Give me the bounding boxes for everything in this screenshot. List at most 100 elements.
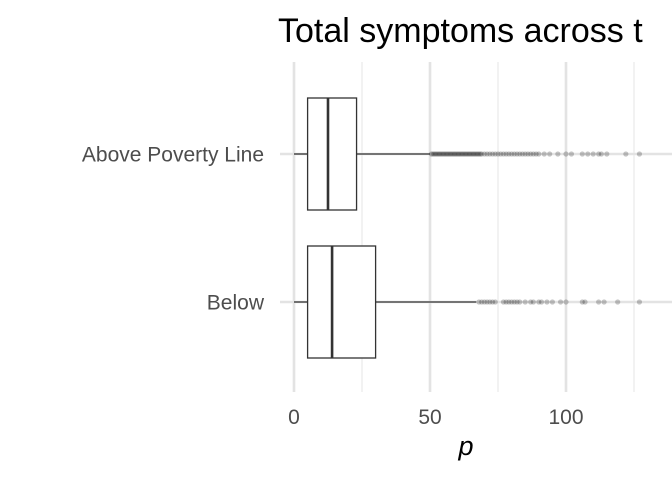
outlier-point	[555, 151, 561, 157]
outlier-point	[598, 151, 604, 157]
boxes	[294, 97, 477, 359]
outlier-point	[458, 151, 464, 157]
outlier-point	[525, 151, 531, 157]
outlier-point	[466, 151, 473, 157]
outlier-point	[484, 151, 490, 157]
x-tick-labels: 0 50 100	[288, 406, 583, 429]
outlier-point	[506, 299, 512, 305]
outlier-point	[428, 151, 434, 157]
outlier-point	[454, 151, 460, 157]
outlier-point	[449, 151, 455, 157]
outlier-point	[487, 151, 493, 157]
outlier-point	[522, 299, 528, 305]
outlier-point	[596, 151, 602, 157]
outlier-point	[579, 299, 585, 305]
outlier-point	[530, 151, 536, 157]
outlier-point	[447, 151, 453, 157]
outlier-point	[439, 151, 445, 157]
outlier-point	[528, 299, 534, 305]
outlier-point	[477, 151, 483, 157]
outlier-point	[450, 151, 456, 157]
outlier-point	[451, 151, 458, 157]
outlier-point	[492, 299, 498, 305]
outlier-point	[457, 151, 463, 157]
outlier-point	[563, 151, 569, 157]
outlier-point	[636, 151, 643, 157]
outlier-point	[445, 151, 451, 157]
outlier-point	[582, 299, 588, 305]
outlier-point	[596, 299, 602, 305]
outlier-point	[476, 151, 482, 157]
x-axis-title: p	[457, 431, 473, 461]
outlier-point	[464, 151, 470, 157]
outlier-point	[544, 299, 550, 305]
outlier-point	[579, 151, 585, 157]
outlier-point	[441, 151, 447, 157]
outlier-point	[514, 299, 520, 305]
outlier-point	[492, 151, 498, 157]
outlier-point	[434, 151, 440, 157]
outlier-point	[465, 151, 471, 157]
outlier-point	[541, 151, 547, 157]
outlier-point	[479, 151, 485, 157]
outlier-point	[489, 299, 496, 305]
outlier-point	[442, 151, 448, 157]
outlier-point	[469, 151, 475, 157]
outlier-point	[568, 151, 575, 157]
outlier-point	[547, 151, 553, 157]
outlier-point	[519, 151, 526, 157]
x-tick-label: 100	[548, 406, 583, 429]
x-tick-label: 50	[418, 406, 441, 429]
outlier-point	[436, 151, 443, 157]
outlier-point	[470, 151, 477, 157]
outlier-point	[636, 299, 643, 305]
outlier-point	[475, 151, 481, 157]
outlier-point	[557, 299, 564, 305]
category-labels: Above Poverty Line Below	[82, 144, 265, 315]
outlier-point	[461, 151, 467, 157]
outlier-point	[443, 151, 449, 157]
outlier-point	[435, 151, 441, 157]
outlier-point	[446, 151, 452, 157]
outlier-point	[601, 299, 607, 305]
outlier-point	[500, 299, 507, 305]
outlier-point	[511, 151, 517, 157]
outlier-point	[517, 151, 523, 157]
outlier-point	[533, 151, 539, 157]
outlier-point	[623, 151, 629, 157]
category-label: Below	[207, 292, 265, 315]
outlier-point	[549, 299, 556, 305]
outlier-point	[538, 299, 545, 305]
outlier-point	[615, 299, 621, 305]
outlier-point	[431, 151, 437, 157]
outlier-point	[481, 299, 487, 305]
outlier-point	[484, 299, 490, 305]
outlier-point	[472, 151, 478, 157]
outlier-point	[455, 151, 462, 157]
outlier-point	[476, 299, 482, 305]
outlier-point	[453, 151, 459, 157]
x-tick-label: 0	[288, 406, 300, 429]
outlier-point	[585, 151, 591, 157]
outlier-point	[517, 299, 523, 305]
outlier-point	[563, 299, 569, 305]
outlier-point	[590, 151, 596, 157]
outlier-point	[430, 151, 436, 157]
outlier-point	[495, 151, 501, 157]
outlier-point	[473, 151, 479, 157]
box-iqr	[306, 97, 358, 211]
outlier-point	[528, 151, 534, 157]
outlier-point	[604, 151, 610, 157]
outlier-point	[468, 151, 474, 157]
outlier-point	[479, 299, 485, 305]
outlier-point	[460, 151, 466, 157]
outlier-point	[509, 299, 515, 305]
outlier-point	[530, 299, 536, 305]
outlier-point	[432, 151, 439, 157]
outlier-point	[489, 151, 496, 157]
outlier-points	[428, 151, 643, 305]
outlier-point	[503, 151, 509, 157]
outlier-point	[522, 151, 528, 157]
outlier-point	[500, 151, 507, 157]
